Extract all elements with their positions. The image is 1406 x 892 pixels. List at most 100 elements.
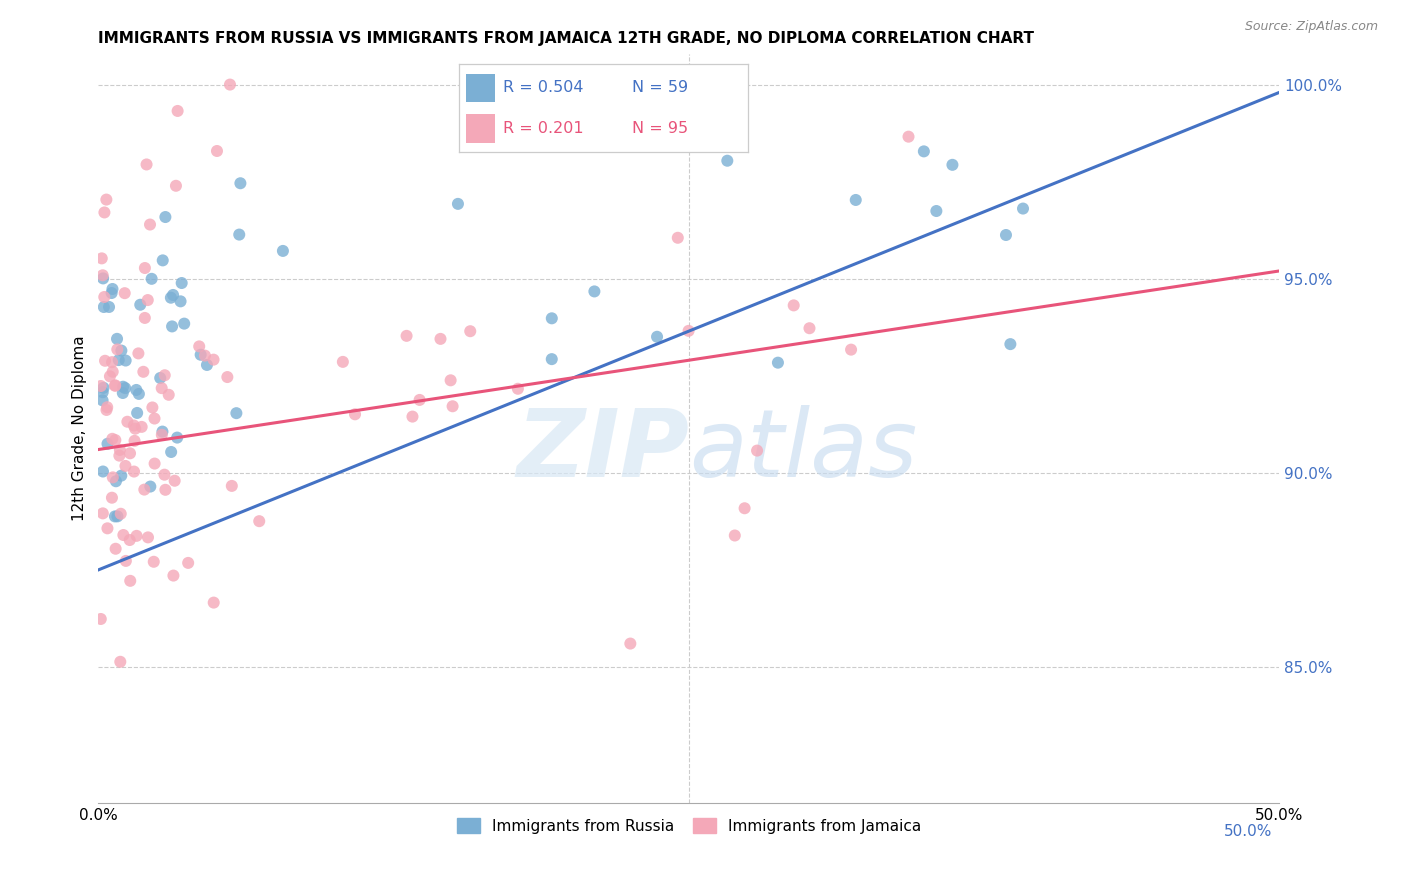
Point [101, 491, 124, 505]
Point [91, 465, 114, 479]
Point [143, 457, 166, 471]
Point [225, 406, 247, 420]
Point [583, 285, 606, 299]
Point [142, 555, 165, 569]
Point [122, 418, 145, 433]
Point [120, 574, 142, 588]
Point [202, 352, 225, 367]
Point [136, 530, 159, 544]
Point [101, 432, 124, 446]
Point [114, 286, 136, 301]
Point [619, 636, 641, 650]
Point [107, 353, 129, 368]
Point [91, 385, 114, 400]
Point [152, 425, 174, 439]
Point [429, 332, 451, 346]
Point [118, 533, 141, 547]
Point [540, 352, 562, 367]
Point [160, 291, 183, 305]
Point [783, 298, 806, 312]
Point [129, 298, 152, 312]
Point [247, 514, 270, 528]
Point [734, 501, 756, 516]
Point [271, 244, 294, 258]
Point [90, 379, 112, 393]
Point [162, 568, 184, 582]
Point [1000, 337, 1022, 351]
Point [104, 509, 127, 524]
Legend: Immigrants from Russia, Immigrants from Jamaica: Immigrants from Russia, Immigrants from … [450, 811, 928, 842]
Point [540, 311, 562, 326]
Point [134, 310, 156, 325]
Text: atlas: atlas [689, 405, 917, 496]
Point [96, 193, 118, 207]
Point [98, 300, 121, 314]
Point [166, 431, 188, 445]
Point [160, 445, 183, 459]
Point [160, 319, 183, 334]
Point [190, 348, 212, 362]
Text: ZIP: ZIP [516, 405, 689, 497]
Point [229, 176, 252, 190]
Point [745, 443, 768, 458]
Point [98, 369, 121, 384]
Point [173, 317, 195, 331]
Point [152, 253, 174, 268]
Point [105, 332, 128, 346]
Point [217, 370, 239, 384]
Point [202, 596, 225, 610]
Point [131, 420, 153, 434]
Point [117, 415, 139, 429]
Point [124, 434, 146, 448]
Y-axis label: 12th Grade, No Diploma: 12th Grade, No Diploma [72, 335, 87, 521]
Point [115, 554, 138, 568]
Point [112, 528, 135, 542]
Point [408, 392, 430, 407]
Point [96, 403, 118, 417]
Point [136, 293, 159, 307]
Point [845, 193, 868, 207]
Point [344, 407, 367, 421]
Point [127, 406, 149, 420]
Point [141, 272, 163, 286]
Point [153, 467, 176, 482]
Point [107, 509, 129, 524]
Point [104, 541, 127, 556]
Point [108, 442, 131, 457]
Point [93, 205, 115, 219]
Point [188, 339, 211, 353]
Point [195, 358, 218, 372]
Point [912, 145, 935, 159]
Point [150, 381, 173, 395]
Point [441, 399, 464, 413]
Point [169, 294, 191, 309]
Point [93, 300, 115, 314]
Point [766, 356, 789, 370]
Point [93, 381, 115, 395]
Point [447, 197, 470, 211]
Point [623, 136, 645, 150]
Point [839, 343, 862, 357]
Point [110, 507, 132, 521]
Point [155, 210, 177, 224]
Point [143, 411, 166, 425]
Text: IMMIGRANTS FROM RUSSIA VS IMMIGRANTS FROM JAMAICA 12TH GRADE, NO DIPLOMA CORRELA: IMMIGRANTS FROM RUSSIA VS IMMIGRANTS FRO… [98, 31, 1035, 46]
Point [101, 355, 124, 369]
Point [141, 401, 163, 415]
Point [125, 383, 148, 397]
Point [110, 468, 132, 483]
Point [401, 409, 423, 424]
Point [105, 343, 128, 357]
Text: 50.0%: 50.0% [1225, 824, 1272, 838]
Point [134, 260, 156, 275]
Point [941, 158, 963, 172]
Point [228, 227, 250, 242]
Point [139, 218, 162, 232]
Point [440, 373, 463, 387]
Point [134, 483, 156, 497]
Point [96, 437, 118, 451]
Point [221, 479, 243, 493]
Point [194, 349, 217, 363]
Point [162, 288, 184, 302]
Point [149, 371, 172, 385]
